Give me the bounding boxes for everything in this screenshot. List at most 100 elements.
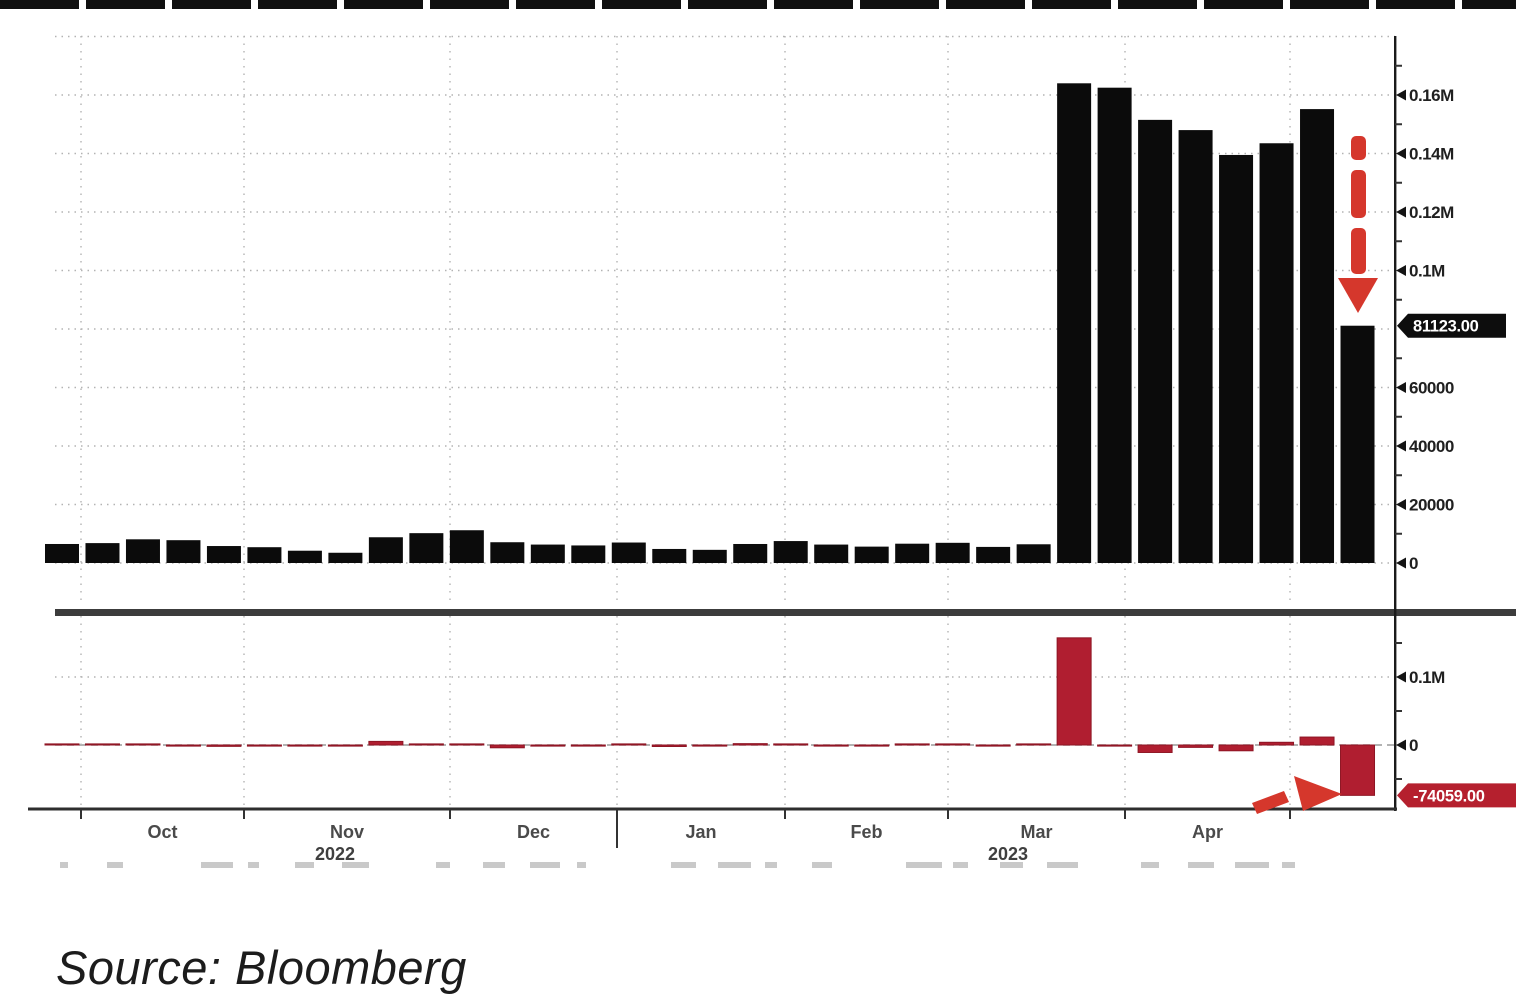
level-bar-week-0 [45,543,79,563]
change-bar-week-27 [1137,744,1173,753]
level-bar-week-27 [1138,119,1173,564]
month-label-nov: Nov [330,822,364,842]
level-bar-week-14 [611,542,646,563]
level-bar-week-11 [490,542,525,563]
change-bar-week-3 [165,744,201,747]
year-label-2022: 2022 [315,844,355,864]
panel-separator [55,609,1516,616]
level-bar-week-25 [1057,83,1092,564]
change-bar-week-0 [44,743,80,746]
y-axis-label: 60000 [1409,379,1454,398]
change-bar-week-4 [206,744,242,747]
y-axis-label: 20000 [1409,496,1454,515]
change-bar-week-19 [813,744,849,747]
right-arrow-head-icon [1294,776,1342,811]
change-bar-week-30 [1259,741,1295,746]
y-axis-label: 0.12M [1409,203,1454,222]
change-bar-week-20 [854,744,890,747]
change-bar-week-32 [1340,744,1376,796]
y-axis-label: 40000 [1409,437,1454,456]
change-bar-week-14 [611,743,647,746]
level-bar-week-19 [814,544,849,563]
change-bar-week-5 [246,744,282,747]
cropped-footer-text-fragment [906,862,942,868]
change-bar-week-26 [1097,744,1133,747]
y-tick-arrow [1396,206,1406,218]
level-bar-week-32 [1340,325,1375,563]
level-bar-week-6 [287,550,322,563]
cropped-footer-text-fragment [1282,862,1295,868]
month-label-dec: Dec [517,822,550,842]
down-arrow-dash-icon [1351,136,1366,160]
y-tick-arrow [1396,671,1406,683]
last-value-tag-level [1397,313,1506,338]
level-bar-week-4 [206,546,241,563]
change-bar-week-7 [327,744,363,747]
y-tick-arrow [1396,265,1406,276]
y-axis-label: 0.16M [1409,86,1454,105]
month-label-mar: Mar [1020,822,1052,842]
cropped-footer-text-fragment [107,862,123,868]
x-axis-line [28,807,1397,811]
level-bar-week-1 [85,543,120,563]
cropped-footer-text-fragment [60,862,68,868]
cropped-footer-text-fragment [953,862,968,868]
month-label-feb: Feb [850,822,882,842]
cropped-footer-text-fragment [436,862,450,868]
cropped-footer-text-fragment [483,862,505,868]
level-bar-week-9 [409,533,444,563]
change-bar-week-6 [287,744,323,747]
cropped-footer-text-fragment [530,862,560,868]
cropped-footer-text-fragment [1235,862,1269,868]
down-arrow-dash-icon [1351,228,1366,274]
level-bar-week-17 [733,543,768,563]
cropped-footer-text-fragment [295,862,314,868]
cropped-footer-text-fragment [812,862,832,868]
y-tick-arrow [1396,739,1406,751]
change-bar-week-8 [368,740,404,746]
change-bar-week-25 [1056,637,1092,746]
y-axis-label: 0.1M [1409,668,1445,687]
level-bar-week-5 [247,547,282,563]
level-bar-week-8 [368,537,403,563]
right-arrow-dash-icon [1252,791,1289,814]
change-bar-week-10 [449,743,485,746]
level-bar-week-18 [773,541,808,563]
level-bar-week-15 [652,548,687,563]
change-bar-week-16 [692,744,728,747]
down-arrow-head-icon [1338,278,1378,313]
bloomberg-deposits-chart: Oct Nov Dec Jan Feb Mar Apr 2022 2023 0.16M 0.14M 0… [28,35,1516,868]
cropped-header-strip [0,0,1516,9]
level-bar-week-23 [976,546,1011,563]
change-bar-week-24 [1016,743,1052,746]
y-tick-arrow [1396,148,1406,159]
change-bar-week-15 [651,744,687,747]
change-bar-week-18 [773,743,809,746]
cropped-footer-text-fragment [718,862,751,868]
change-bar-week-23 [975,744,1011,747]
y-tick-arrow [1396,89,1406,101]
level-bar-week-13 [571,545,606,563]
down-arrow-dash-icon [1351,170,1366,218]
y-axis-label: 0 [1409,736,1418,755]
level-bar-week-12 [530,544,565,563]
cropped-footer-text-fragment [577,862,586,868]
y-tick-arrow [1396,440,1406,452]
level-bar-week-28 [1178,130,1213,563]
change-bar-week-31 [1299,736,1335,746]
y-tick-arrow [1396,382,1406,393]
y-axis-line [1394,36,1397,811]
cropped-footer-text-fragment [248,862,259,868]
cropped-footer-text-fragment [342,862,369,868]
y-axis-label: 0.1M [1409,262,1445,281]
cropped-footer-text-fragment [201,862,233,868]
level-bar-week-31 [1300,109,1335,563]
change-bar-week-29 [1218,744,1254,752]
last-value-tag-change-text: -74059.00 [1413,787,1485,805]
change-bar-week-11 [489,744,525,749]
cropped-footer-text-fragment [1141,862,1159,868]
y-axis-label: 0 [1409,554,1418,573]
y-tick-arrow [1396,557,1406,569]
month-label-oct: Oct [147,822,177,842]
